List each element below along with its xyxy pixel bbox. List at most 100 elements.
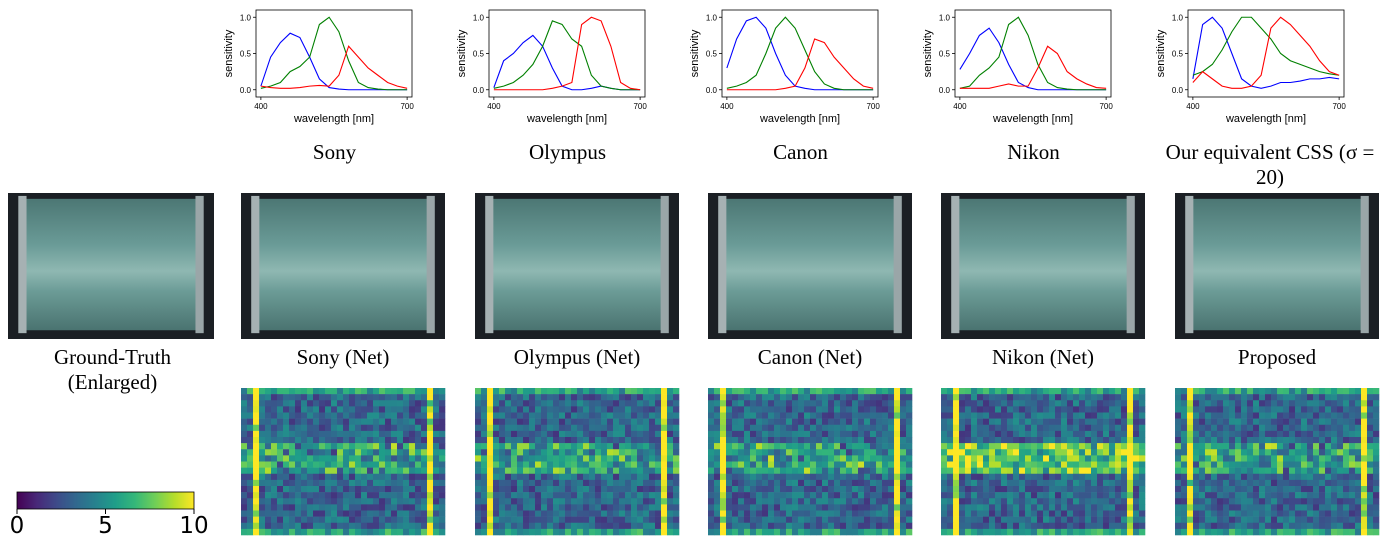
- error-cell: [1253, 394, 1259, 400]
- error-cell: [241, 388, 247, 394]
- error-cell: [900, 443, 906, 449]
- error-cell: [977, 498, 983, 504]
- error-cell: [547, 455, 553, 461]
- error-cell: [1295, 511, 1301, 517]
- error-cell: [427, 443, 433, 449]
- error-cell: [756, 468, 762, 474]
- error-cell: [708, 474, 714, 480]
- error-cell: [1259, 492, 1265, 498]
- error-cell: [762, 449, 768, 455]
- error-cell: [882, 462, 888, 468]
- spool-flange: [1185, 196, 1193, 333]
- error-cell: [1133, 486, 1139, 492]
- error-cell: [415, 394, 421, 400]
- error-cell: [858, 498, 864, 504]
- error-cell: [349, 498, 355, 504]
- error-cell: [625, 468, 631, 474]
- error-cell: [888, 406, 894, 412]
- error-cell: [661, 419, 667, 425]
- error-cell: [965, 449, 971, 455]
- sensitivity-curve: [960, 28, 1106, 90]
- error-cell: [673, 529, 679, 535]
- error-cell: [283, 388, 289, 394]
- error-cell: [1337, 498, 1343, 504]
- error-cell: [637, 480, 643, 486]
- error-cell: [1271, 425, 1277, 431]
- error-cell: [1235, 468, 1241, 474]
- error-cell: [1091, 431, 1097, 437]
- error-cell: [1139, 462, 1145, 468]
- error-cell: [373, 523, 379, 529]
- error-cell: [1361, 400, 1367, 406]
- error-cell: [750, 462, 756, 468]
- error-cell: [786, 511, 792, 517]
- error-cell: [1337, 419, 1343, 425]
- error-cell: [822, 388, 828, 394]
- error-cell: [1133, 400, 1139, 406]
- error-cell: [953, 517, 959, 523]
- error-cell: [403, 498, 409, 504]
- error-cell: [1319, 498, 1325, 504]
- error-cell: [864, 413, 870, 419]
- error-cell: [726, 480, 732, 486]
- error-cell: [959, 443, 965, 449]
- error-cell: [667, 449, 673, 455]
- error-cell: [1361, 462, 1367, 468]
- error-cell: [804, 437, 810, 443]
- error-cell: [247, 511, 253, 517]
- error-cell: [1235, 498, 1241, 504]
- error-cell: [391, 425, 397, 431]
- error-cell: [1019, 437, 1025, 443]
- error-cell: [1265, 517, 1271, 523]
- error-cell: [1313, 443, 1319, 449]
- error-cell: [995, 480, 1001, 486]
- error-cell: [864, 400, 870, 406]
- error-cell: [906, 419, 912, 425]
- error-cell: [816, 498, 822, 504]
- error-cell: [319, 394, 325, 400]
- error-cell: [852, 425, 858, 431]
- error-cell: [433, 406, 439, 412]
- error-cell: [1265, 431, 1271, 437]
- error-cell: [391, 474, 397, 480]
- error-cell: [1043, 474, 1049, 480]
- error-cell: [1301, 400, 1307, 406]
- error-cell: [1031, 425, 1037, 431]
- error-cell: [780, 449, 786, 455]
- error-cell: [643, 498, 649, 504]
- error-cell: [894, 431, 900, 437]
- error-cell: [643, 443, 649, 449]
- error-cell: [265, 406, 271, 412]
- error-cell: [565, 480, 571, 486]
- error-cell: [385, 419, 391, 425]
- error-cell: [547, 517, 553, 523]
- error-cell: [1289, 480, 1295, 486]
- error-cell: [301, 437, 307, 443]
- error-cell: [786, 406, 792, 412]
- error-cell: [876, 394, 882, 400]
- error-cell: [780, 529, 786, 535]
- error-cell: [361, 462, 367, 468]
- error-cell: [559, 449, 565, 455]
- error-cell: [959, 431, 965, 437]
- error-cell: [415, 388, 421, 394]
- error-cell: [475, 400, 481, 406]
- error-cell: [403, 474, 409, 480]
- error-cell: [1253, 474, 1259, 480]
- error-cell: [637, 419, 643, 425]
- error-cell: [1127, 425, 1133, 431]
- error-cell: [511, 480, 517, 486]
- error-cell: [367, 498, 373, 504]
- error-cell: [433, 474, 439, 480]
- error-cell: [1175, 406, 1181, 412]
- error-cell: [1025, 455, 1031, 461]
- error-cell: [1193, 443, 1199, 449]
- error-cell: [1025, 480, 1031, 486]
- error-cell: [1325, 437, 1331, 443]
- error-cell: [439, 443, 445, 449]
- error-cell: [271, 388, 277, 394]
- error-cell: [870, 419, 876, 425]
- error-cell: [247, 517, 253, 523]
- error-cell: [271, 400, 277, 406]
